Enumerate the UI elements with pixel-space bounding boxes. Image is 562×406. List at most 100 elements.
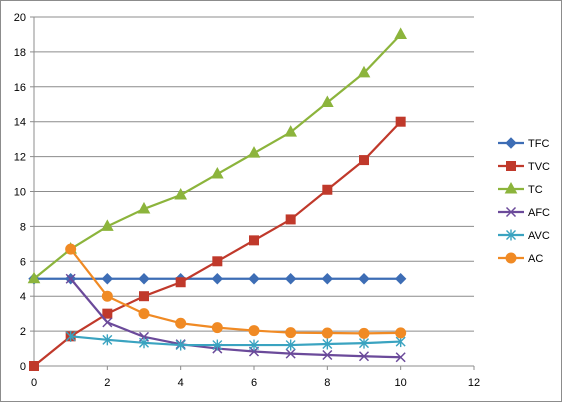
series-tfc <box>28 273 407 285</box>
y-tick-label: 16 <box>14 82 26 94</box>
tfc-point <box>248 273 260 285</box>
legend-label-tvc: TVC <box>528 161 550 173</box>
avc-point <box>212 339 223 351</box>
ac-point <box>211 322 223 334</box>
legend-label-tc: TC <box>528 184 543 196</box>
legend-item-ac: AC <box>498 252 543 265</box>
tvc-point <box>102 308 113 319</box>
tc-point <box>137 201 151 214</box>
tfc-point <box>284 273 297 285</box>
legend: TFC TVC TC AFC AVC AC <box>498 137 550 265</box>
ac-point <box>138 308 150 320</box>
x-tick-label: 12 <box>468 377 480 389</box>
legend-label-afc: AFC <box>528 207 550 219</box>
avc-point <box>175 339 186 351</box>
avc-line <box>70 335 401 347</box>
series-ac <box>65 243 407 339</box>
tc-point <box>284 125 298 137</box>
ac-point <box>248 325 260 337</box>
tvc-point <box>285 214 296 225</box>
tvc-point <box>322 184 333 195</box>
tvc-point <box>29 361 39 371</box>
series-tc <box>27 27 408 284</box>
series-avc <box>65 330 406 351</box>
avc-point <box>65 330 76 342</box>
avc-point <box>249 339 259 351</box>
tc-point <box>320 95 334 108</box>
y-tick-labels: 0 2 4 6 8 10 12 14 16 18 20 <box>14 12 26 373</box>
afc-point <box>65 273 76 284</box>
tfc-point <box>358 273 370 285</box>
ac-point <box>395 327 407 339</box>
legend-item-tvc: TVC <box>498 161 550 173</box>
x-tick-label: 8 <box>324 377 330 389</box>
legend-marker-tvc <box>506 161 516 171</box>
tvc-point <box>359 155 369 166</box>
ac-line <box>69 248 401 335</box>
y-tick-label: 4 <box>20 291 26 303</box>
legend-marker-afc <box>505 206 517 218</box>
avc-point <box>359 337 369 349</box>
legend-item-avc: AVC <box>498 229 550 242</box>
legend-label-avc: AVC <box>528 230 550 242</box>
y-tick-label: 8 <box>20 221 26 233</box>
afc-point <box>285 348 296 359</box>
y-tick-label: 12 <box>14 152 26 164</box>
legend-label-ac: AC <box>528 253 543 265</box>
afc-point <box>322 349 333 361</box>
x-tick-label: 6 <box>251 377 257 389</box>
ac-point <box>175 317 187 329</box>
tvc-point <box>175 277 186 288</box>
legend-marker-ac <box>505 252 517 264</box>
tfc-point <box>394 273 407 285</box>
y-tick-label: 0 <box>20 361 26 373</box>
tc-point <box>394 27 408 39</box>
y-tick-label: 6 <box>20 256 26 268</box>
legend-marker-tfc <box>505 137 517 149</box>
tvc-point <box>249 235 259 246</box>
tc-point <box>247 146 261 158</box>
avc-point <box>102 334 113 346</box>
y-tick-label: 20 <box>14 12 26 24</box>
x-tick-labels: 0 2 4 6 8 10 12 <box>31 377 480 389</box>
avc-point <box>139 337 149 349</box>
afc-point <box>395 352 406 363</box>
afc-point <box>358 351 370 362</box>
tvc-point <box>139 291 149 302</box>
legend-marker-avc <box>506 229 516 241</box>
series-tvc <box>29 116 406 371</box>
y-tick-label: 10 <box>14 187 26 199</box>
legend-item-tfc: TFC <box>498 137 549 150</box>
tc-point <box>210 167 224 179</box>
ac-point <box>358 327 370 339</box>
tfc-point <box>101 273 114 285</box>
y-tick-label: 2 <box>20 326 26 338</box>
ac-point <box>321 327 333 339</box>
axes <box>30 16 475 370</box>
ac-point <box>65 243 77 255</box>
y-tick-label: 18 <box>14 47 26 59</box>
series-lines <box>27 27 408 371</box>
x-tick-label: 0 <box>31 377 37 389</box>
tfc-point <box>138 273 150 285</box>
y-tick-label: 14 <box>14 117 26 129</box>
tvc-point <box>395 116 406 127</box>
avc-point <box>322 338 333 350</box>
tfc-point <box>211 273 224 285</box>
tfc-point <box>321 273 334 285</box>
series-afc <box>65 273 406 363</box>
tc-point <box>27 271 41 284</box>
x-tick-label: 10 <box>395 377 407 389</box>
afc-line <box>69 278 401 359</box>
legend-marker-tc <box>504 181 518 194</box>
tc-point <box>357 65 371 78</box>
avc-point <box>285 339 296 351</box>
ac-point <box>285 327 297 339</box>
afc-point <box>102 317 113 328</box>
x-tick-label: 2 <box>104 377 110 389</box>
tvc-point <box>212 256 223 267</box>
legend-item-tc: TC <box>498 181 543 196</box>
tc-point <box>100 219 114 231</box>
